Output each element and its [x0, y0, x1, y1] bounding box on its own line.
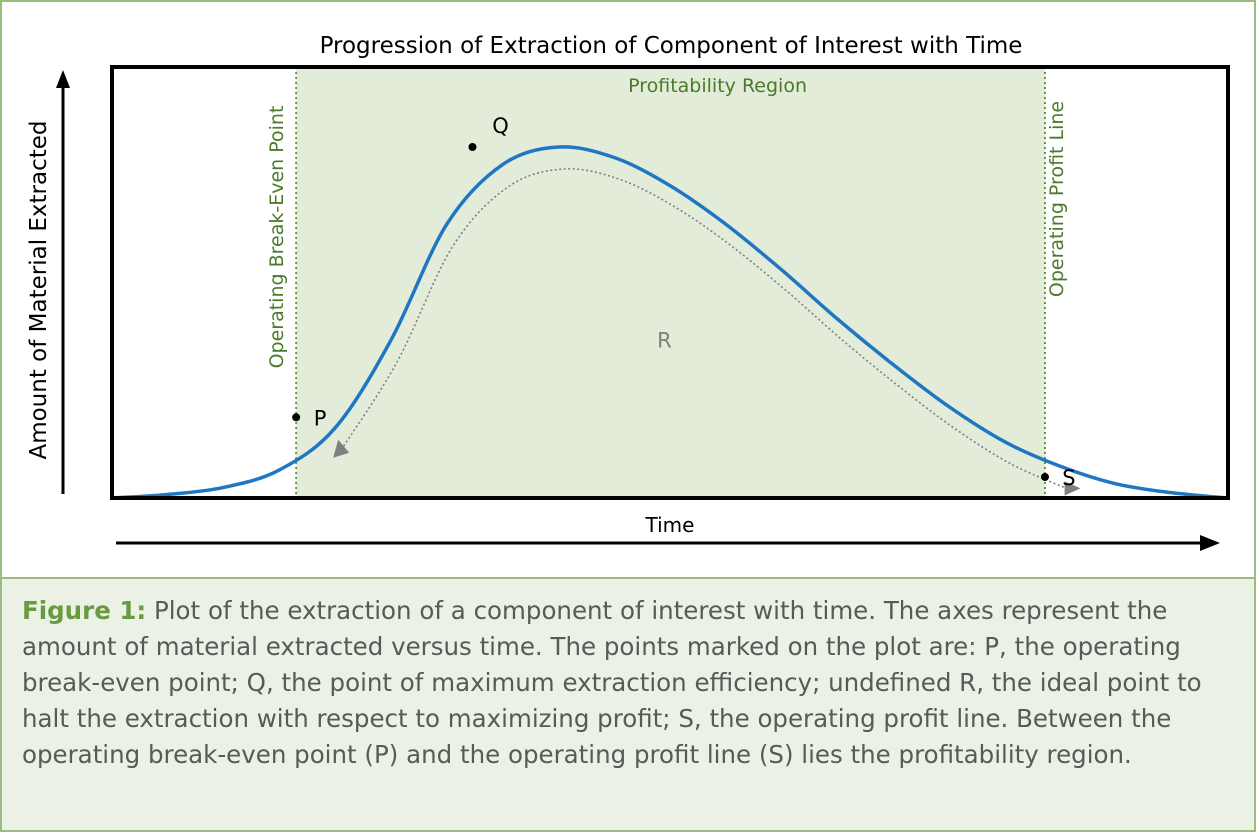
point-marker	[1040, 472, 1049, 481]
series-line	[111, 145, 1229, 500]
arrowhead-icon	[56, 70, 70, 88]
point-label: S	[1062, 466, 1075, 490]
profitability-region	[296, 67, 1045, 498]
figure-caption: Figure 1: Plot of the extraction of a co…	[0, 577, 1256, 832]
profitability-region-label: Profitability Region	[628, 75, 807, 97]
halt-region-dotted-arrow	[340, 168, 1067, 490]
arrowhead-icon	[333, 439, 350, 458]
x-axis-label: Time	[645, 513, 695, 537]
plot-frame	[110, 65, 1230, 500]
point-marker	[468, 143, 477, 151]
point-r-label: R	[657, 329, 672, 353]
caption-label: Figure 1:	[22, 596, 147, 625]
point-marker	[292, 413, 301, 422]
chart: Progression of Extraction of Component o…	[26, 33, 1230, 551]
caption-text: Plot of the extraction of a component of…	[22, 596, 1202, 769]
break-even-label: Operating Break-Even Point	[266, 106, 288, 369]
arrowhead-icon	[1200, 535, 1220, 551]
point-label: P	[314, 406, 327, 430]
points-layer: P Q S	[292, 114, 1076, 490]
chart-title: Progression of Extraction of Component o…	[320, 33, 1023, 59]
y-axis-label: Amount of Material Extracted	[26, 120, 52, 459]
point-label: Q	[492, 114, 509, 138]
arrowhead-icon	[1064, 481, 1081, 496]
profit-line-label: Operating Profit Line	[1046, 101, 1068, 297]
